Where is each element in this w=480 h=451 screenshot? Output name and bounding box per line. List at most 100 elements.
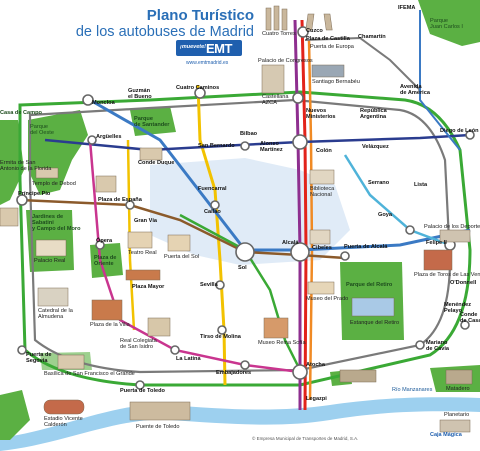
label-juan-carlos: Parque Juan Carlos I bbox=[430, 18, 463, 30]
building-cabecera-castilla bbox=[0, 207, 19, 227]
label-gran-via: Gran Vía bbox=[134, 218, 158, 224]
label-alcala: Alcalá bbox=[282, 240, 299, 246]
stop-callao[interactable] bbox=[210, 200, 220, 210]
label-puerta-sol: Puerta del Sol bbox=[164, 254, 200, 260]
building-palacio-real bbox=[35, 239, 67, 257]
label-felipe-ii: Felipe II bbox=[426, 240, 447, 246]
line-yellow-2 bbox=[126, 139, 136, 331]
stop-nuevos-ministerios[interactable] bbox=[292, 92, 304, 104]
stop-plaza-castilla[interactable] bbox=[297, 26, 309, 38]
stop-cuatro-caminos[interactable] bbox=[194, 87, 206, 99]
label-san-francisco: Basílica de San Francisco el Grande bbox=[44, 371, 135, 377]
stop-goya[interactable] bbox=[405, 225, 415, 235]
building-colegiata bbox=[147, 317, 171, 337]
stop-puerta-toledo[interactable] bbox=[135, 380, 145, 390]
logo-emt: EMT bbox=[206, 41, 232, 56]
stop-principe-pio[interactable] bbox=[16, 194, 28, 206]
stop-diego-leon[interactable] bbox=[465, 130, 475, 140]
title-line2: de los autobuses de Madrid bbox=[75, 24, 254, 40]
label-principe-pio: Príncipe Pío bbox=[18, 191, 51, 197]
label-parque-santander: Parque de Santander bbox=[134, 116, 170, 128]
stop-puerta-segovia[interactable] bbox=[17, 345, 27, 355]
label-sol: Sol bbox=[238, 265, 247, 271]
line-green-inner bbox=[179, 213, 302, 371]
line-blue-ifema bbox=[419, 10, 461, 151]
label-real-colegiata: Real Colegiata de San Isidro bbox=[120, 338, 157, 350]
building-bernabeu bbox=[311, 64, 345, 78]
stop-plaza-espana[interactable] bbox=[125, 200, 135, 210]
building-kio-2 bbox=[323, 13, 333, 31]
label-plaza-villa: Plaza de la Villa bbox=[90, 322, 130, 328]
stop-la-latina[interactable] bbox=[170, 345, 180, 355]
building-plaza-mayor bbox=[125, 269, 161, 281]
line-lightblue-goya bbox=[343, 154, 451, 247]
label-arguelles: Argüelles bbox=[96, 134, 122, 140]
label-cuzco: Cuzco bbox=[306, 28, 323, 34]
label-puerta-segovia: Puerta de Segovia bbox=[26, 352, 52, 364]
label-puente-toledo: Puente de Toledo bbox=[136, 424, 180, 430]
building-calderon bbox=[43, 399, 85, 415]
building-atocha bbox=[339, 369, 377, 383]
line-green-ring bbox=[18, 90, 472, 387]
building-teatro-real bbox=[127, 231, 153, 249]
stop-moncloa[interactable] bbox=[82, 94, 94, 106]
label-puerta-alcala: Puerta de Alcalá bbox=[344, 244, 388, 250]
line-gray-north bbox=[304, 36, 421, 91]
label-legazpi: Legazpi bbox=[306, 396, 327, 402]
stop-atocha[interactable] bbox=[292, 364, 308, 380]
label-lista: Lista bbox=[414, 182, 428, 188]
building-palacio-deportes bbox=[439, 229, 471, 243]
label-mariano-cavia: Mariano de Cavia bbox=[426, 340, 450, 352]
building-san-francisco bbox=[57, 354, 85, 370]
label-tirso: Tirso de Molina bbox=[200, 334, 241, 340]
logo-prefix: ¡muevete! bbox=[180, 44, 206, 50]
label-avenida-america: Avenida de América bbox=[400, 84, 430, 96]
label-chamartin: Chamartín bbox=[358, 34, 386, 40]
label-santiago-bernabeu: Santiago Bernabéu bbox=[312, 79, 360, 85]
building-puente-toledo bbox=[129, 401, 191, 421]
stop-puerta-alcala[interactable] bbox=[340, 251, 350, 261]
stop-conde-casal[interactable] bbox=[460, 320, 470, 330]
stop-mariano-cavia[interactable] bbox=[415, 340, 425, 350]
label-palacio-real: Palacio Real bbox=[34, 258, 66, 264]
building-kio-1 bbox=[305, 13, 315, 31]
website-url: www.emtmadrid.es bbox=[186, 60, 229, 66]
stop-alcala[interactable] bbox=[290, 242, 310, 262]
label-cuatro-torres: Cuatro Torres bbox=[262, 31, 296, 37]
stop-opera[interactable] bbox=[95, 240, 105, 250]
label-bilbao: Bilbao bbox=[240, 131, 258, 137]
building-matadero bbox=[445, 369, 473, 385]
stop-alonso-martinez[interactable] bbox=[292, 134, 308, 150]
building-planetario bbox=[439, 419, 471, 433]
stop-sol[interactable] bbox=[235, 242, 255, 262]
label-conde-casal: Conde de Casal bbox=[460, 312, 480, 324]
line-yellow-1 bbox=[196, 84, 227, 386]
label-catedral: Catedral de la Almudena bbox=[38, 308, 73, 320]
building-conde-duque bbox=[139, 147, 163, 161]
park-casa-campo bbox=[0, 120, 24, 205]
label-nuevos-ministerios: Nuevos Ministerios bbox=[306, 108, 336, 120]
label-biblioteca: Biblioteca Nacional bbox=[310, 186, 335, 198]
label-plaza-espana: Plaza de España bbox=[98, 197, 142, 203]
label-palacio-deportes: Palacio de los Deportes bbox=[424, 224, 480, 230]
label-castellana: Castellana AZCA bbox=[262, 94, 289, 106]
stop-bilbao[interactable] bbox=[240, 141, 250, 151]
label-matadero: Matadero bbox=[446, 386, 470, 392]
label-plaza-mayor: Plaza Mayor bbox=[132, 284, 165, 290]
stop-sevilla[interactable] bbox=[215, 280, 225, 290]
label-callao: Callao bbox=[204, 209, 221, 215]
line-blue-alcala bbox=[89, 98, 471, 252]
building-cibeles bbox=[309, 229, 331, 245]
stop-tirso[interactable] bbox=[217, 325, 227, 335]
label-serrano: Serrano bbox=[368, 180, 390, 186]
building-catedral bbox=[37, 287, 69, 307]
building-retiro-estanque bbox=[351, 297, 395, 317]
building-debod bbox=[35, 167, 59, 179]
label-templo-debod: Templo de Debod bbox=[32, 181, 76, 187]
stop-embajadores[interactable] bbox=[240, 360, 250, 370]
stop-arguelles[interactable] bbox=[87, 135, 97, 145]
label-guzman: Guzmán el Bueno bbox=[128, 88, 152, 100]
label-atocha: Atocha bbox=[306, 362, 325, 368]
